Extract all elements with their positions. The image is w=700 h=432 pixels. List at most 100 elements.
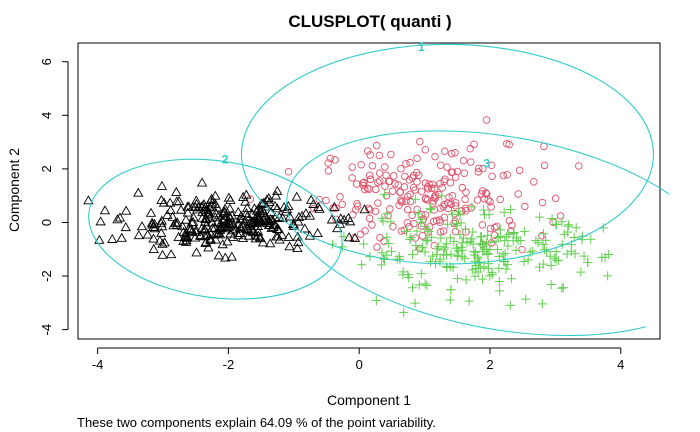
cluster-1-point bbox=[478, 187, 487, 195]
cluster-3-point bbox=[603, 271, 613, 281]
cluster-1-point bbox=[496, 195, 504, 204]
cluster-2-point bbox=[171, 196, 182, 206]
cluster-1-point bbox=[487, 161, 496, 170]
cluster-1-point bbox=[521, 202, 529, 211]
cluster-3-point bbox=[483, 230, 493, 241]
cluster-2-point bbox=[191, 247, 202, 257]
cluster-2-point bbox=[313, 201, 324, 211]
cluster-1-point bbox=[360, 178, 368, 187]
cluster-3-point bbox=[503, 241, 513, 251]
cluster-2-point bbox=[293, 211, 305, 221]
cluster-3-point bbox=[436, 233, 446, 243]
cluster-2-point bbox=[202, 204, 214, 214]
cluster-1-point bbox=[444, 204, 453, 213]
cluster-1-point bbox=[448, 168, 457, 176]
y-tick-label: -2 bbox=[39, 270, 54, 282]
cluster-2-point bbox=[214, 229, 226, 239]
cluster-1-point bbox=[486, 197, 494, 206]
cluster-3-point bbox=[412, 226, 422, 236]
cluster-1-point bbox=[352, 180, 361, 188]
cluster-2-point bbox=[203, 242, 214, 252]
cluster-1-point bbox=[361, 185, 369, 194]
cluster-1-point bbox=[324, 167, 333, 175]
cluster-1-point bbox=[486, 224, 495, 233]
cluster-1-point bbox=[418, 232, 427, 240]
cluster-3-point bbox=[533, 237, 543, 248]
x-tick-label: 4 bbox=[617, 357, 624, 372]
cluster-3-point bbox=[427, 232, 437, 242]
cluster-1-point bbox=[375, 151, 384, 160]
cluster-2-point bbox=[162, 209, 173, 219]
cluster-1-point bbox=[404, 192, 412, 201]
cluster-1-point bbox=[436, 179, 444, 188]
cluster-3-point bbox=[378, 216, 388, 226]
cluster-1-point bbox=[480, 195, 489, 203]
cluster-2-point bbox=[172, 217, 183, 227]
cluster-2-point bbox=[201, 213, 212, 223]
cluster-1-point bbox=[372, 141, 381, 150]
cluster-3-point bbox=[538, 259, 548, 269]
cluster-3-point bbox=[537, 299, 547, 309]
cluster-1-point bbox=[402, 197, 410, 205]
cluster-2-point bbox=[220, 218, 231, 228]
cluster-2-point bbox=[205, 194, 216, 205]
cluster-2-point bbox=[247, 208, 258, 218]
cluster-3-point bbox=[500, 236, 510, 246]
cluster-2-point bbox=[203, 208, 214, 218]
cluster-1-point bbox=[428, 180, 437, 189]
cluster-1-point bbox=[338, 200, 346, 209]
cluster-1-point bbox=[417, 187, 426, 196]
cluster-2-point bbox=[243, 230, 254, 240]
cluster-2-point bbox=[267, 214, 278, 224]
cluster-3-point bbox=[424, 227, 434, 237]
cluster-3-point bbox=[382, 232, 392, 242]
cluster-1-point bbox=[382, 171, 390, 179]
cluster-3-point bbox=[410, 298, 420, 308]
cluster-3-point bbox=[487, 267, 497, 277]
cluster-1-point bbox=[451, 202, 460, 210]
y-tick-label: 6 bbox=[39, 58, 54, 65]
cluster-3-point bbox=[469, 246, 479, 257]
cluster-3-point bbox=[493, 233, 503, 243]
cluster-1-point bbox=[389, 222, 397, 231]
cluster-2-point bbox=[349, 232, 361, 242]
cluster-1-point bbox=[473, 196, 482, 204]
cluster-1-point bbox=[368, 162, 377, 170]
cluster-1-point bbox=[450, 209, 459, 218]
cluster-1-point bbox=[384, 211, 392, 220]
cluster-3-point bbox=[445, 233, 455, 243]
cluster-3-point bbox=[551, 219, 562, 229]
cluster-2-point bbox=[263, 192, 274, 203]
cluster-2-point bbox=[156, 227, 167, 237]
cluster-1-point bbox=[575, 162, 583, 170]
cluster-3-point bbox=[559, 229, 569, 239]
cluster-1-point bbox=[448, 191, 457, 200]
cluster-1-point bbox=[381, 163, 389, 171]
cluster-3-point bbox=[410, 194, 420, 204]
cluster-2-point bbox=[246, 223, 257, 233]
cluster-1-point bbox=[397, 196, 405, 204]
cluster-1-point bbox=[413, 205, 421, 214]
cluster-1-ellipse bbox=[240, 43, 655, 265]
cluster-3-point bbox=[460, 253, 470, 263]
cluster-2-point bbox=[252, 226, 264, 236]
cluster-3-point bbox=[538, 229, 549, 239]
cluster-1-label: 1 bbox=[418, 40, 425, 54]
cluster-3-point bbox=[551, 247, 561, 257]
cluster-2-point bbox=[133, 230, 145, 240]
cluster-1-point bbox=[414, 171, 423, 179]
cluster-3-point bbox=[416, 217, 426, 227]
cluster-1-point bbox=[466, 144, 474, 153]
cluster-1-point bbox=[435, 216, 444, 224]
cluster-3-point bbox=[478, 238, 488, 249]
cluster-1-point bbox=[429, 199, 437, 208]
cluster-2-point bbox=[300, 208, 312, 218]
cluster-1-point bbox=[405, 176, 414, 184]
cluster-1-point bbox=[405, 222, 413, 231]
cluster-2-point bbox=[207, 222, 218, 232]
cluster-2-point bbox=[195, 230, 206, 240]
cluster-1-point bbox=[357, 160, 365, 169]
cluster-2-point bbox=[226, 217, 238, 227]
cluster-3-point bbox=[440, 243, 450, 253]
cluster-1-point bbox=[364, 147, 372, 155]
